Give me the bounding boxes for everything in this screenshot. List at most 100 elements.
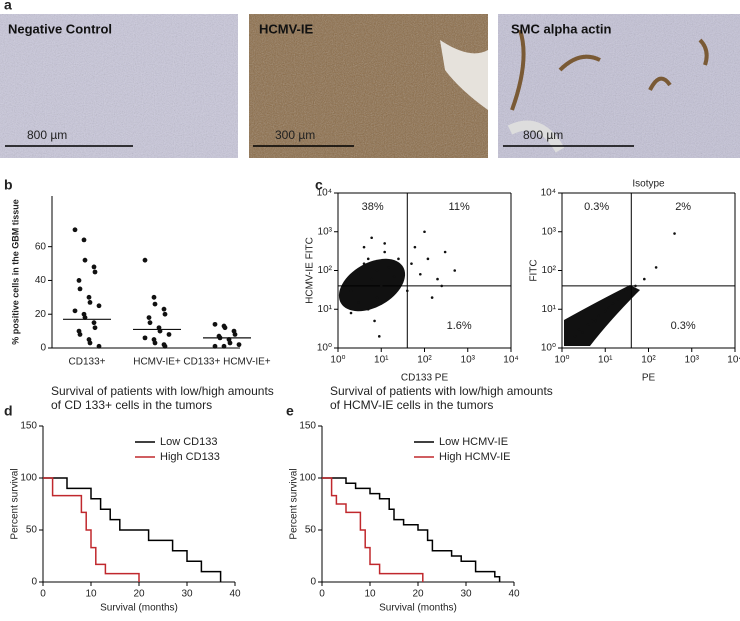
event <box>357 272 360 276</box>
chart-title: of HCMV-IE cells in the tumors <box>330 398 493 412</box>
survival-line <box>322 477 424 582</box>
event <box>436 277 439 281</box>
dot <box>82 257 88 263</box>
legend-label: Low HCMV-IE <box>439 436 508 448</box>
event <box>586 323 590 326</box>
y-tick-label: 100 <box>20 473 37 484</box>
event <box>379 284 383 288</box>
dot <box>77 332 83 337</box>
x-tick-label: 10² <box>417 355 432 366</box>
y-tick-label: 10¹ <box>318 304 333 315</box>
dot <box>72 227 78 233</box>
event <box>643 277 646 281</box>
image-smc <box>498 14 740 158</box>
x-tick-label: CD133+ HCMV-IE+ <box>183 357 270 368</box>
y-tick-label: 100 <box>299 473 316 484</box>
image-label: SMC alpha actin <box>511 21 611 36</box>
quadrant-label: 11% <box>449 201 470 213</box>
x-tick-label: 20 <box>412 589 424 600</box>
event <box>440 284 444 288</box>
dot <box>162 343 168 349</box>
x-tick-label: 10¹ <box>374 355 389 366</box>
x-tick-label: 10 <box>85 589 97 600</box>
dot <box>151 294 157 300</box>
dot <box>96 343 102 349</box>
quadrant-label: 0.3% <box>584 201 609 213</box>
dot <box>212 321 218 327</box>
event <box>344 280 347 284</box>
scale-label: 800 µm <box>27 128 67 142</box>
legend-label: High CD133 <box>160 451 220 463</box>
y-tick-label: 20 <box>35 309 47 320</box>
y-tick-label: 10¹ <box>542 304 557 315</box>
dot <box>221 343 227 349</box>
event <box>366 307 370 311</box>
dot <box>236 342 242 348</box>
y-tick-label: 150 <box>299 421 316 432</box>
x-tick-label: 0 <box>319 589 325 600</box>
x-tick-label: 10⁰ <box>554 355 569 366</box>
dot <box>87 340 93 346</box>
x-tick-label: 20 <box>133 589 145 600</box>
y-tick-label: 0 <box>40 343 46 354</box>
survival-line <box>43 477 140 582</box>
y-tick-label: 50 <box>305 525 317 536</box>
y-tick-label: 10³ <box>318 226 333 237</box>
event <box>362 262 366 265</box>
x-axis-label: CD133 PE <box>401 373 449 384</box>
dot <box>152 340 158 346</box>
y-tick-label: 40 <box>35 275 47 286</box>
image-label: HCMV-IE <box>259 21 314 36</box>
event <box>423 230 426 234</box>
x-tick-label: HCMV-IE+ <box>133 357 181 368</box>
event <box>383 250 386 254</box>
x-tick-label: 10⁴ <box>503 355 518 366</box>
x-tick-label: 10³ <box>685 355 700 366</box>
dot <box>92 269 98 275</box>
event <box>375 296 379 299</box>
dot <box>166 332 172 337</box>
y-tick-label: 10⁴ <box>317 188 332 199</box>
event <box>611 302 615 305</box>
y-tick-label: 10² <box>318 265 333 276</box>
density-core <box>338 258 406 312</box>
y-tick-label: 150 <box>20 421 37 432</box>
event <box>597 313 600 317</box>
dot <box>96 303 102 309</box>
scale-label: 300 µm <box>275 128 315 142</box>
dot <box>232 332 238 337</box>
x-axis-label: PE <box>642 373 656 384</box>
x-tick-label: 40 <box>508 589 520 600</box>
event <box>390 292 394 296</box>
event <box>616 298 620 301</box>
event <box>607 306 610 309</box>
event <box>581 331 584 334</box>
dot <box>142 335 148 341</box>
x-tick-label: 10 <box>364 589 376 600</box>
y-tick-label: 60 <box>35 241 47 252</box>
x-tick-label: 30 <box>181 589 193 600</box>
dot <box>146 315 152 320</box>
dot <box>91 264 97 270</box>
dot <box>227 340 233 346</box>
y-axis-label: FITC <box>529 259 540 281</box>
x-tick-label: 40 <box>229 589 241 600</box>
x-axis-label: Survival (months) <box>379 603 457 614</box>
event <box>453 269 457 272</box>
y-axis-label: HCMV-IE FITC <box>305 237 316 304</box>
density-core <box>564 285 640 346</box>
event <box>375 269 379 272</box>
survival-line <box>322 477 501 582</box>
legend-label: Low CD133 <box>160 436 217 448</box>
y-tick-label: 10² <box>542 265 557 276</box>
x-tick-label: 10¹ <box>598 355 613 366</box>
dot <box>152 301 158 307</box>
event <box>413 245 417 249</box>
event <box>370 236 373 240</box>
event <box>370 277 373 281</box>
event <box>603 309 607 313</box>
event <box>443 250 447 254</box>
x-tick-label: 10² <box>641 355 656 366</box>
event <box>387 266 391 269</box>
